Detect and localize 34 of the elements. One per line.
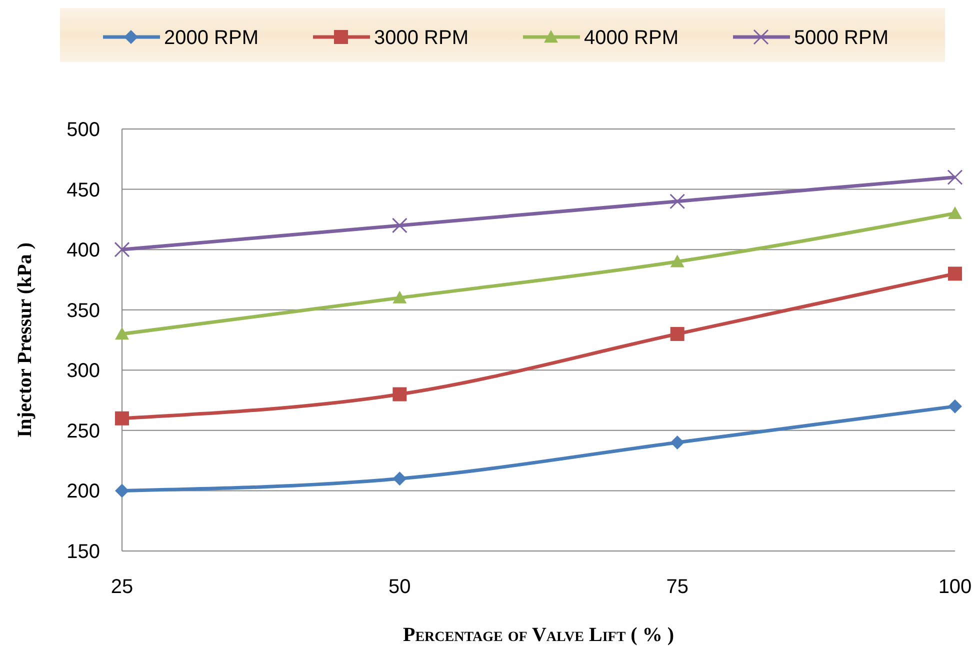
y-tick-label: 350 bbox=[66, 300, 100, 322]
y-tick-label: 150 bbox=[66, 541, 100, 563]
x-axis-title: Percentage of Valve Lift ( % ) bbox=[403, 624, 674, 646]
point bbox=[392, 290, 407, 304]
x-tick-label: 75 bbox=[666, 576, 688, 598]
point bbox=[948, 206, 962, 219]
legend-label: 3000 RPM bbox=[374, 27, 468, 49]
y-tick-label: 300 bbox=[66, 360, 100, 382]
point bbox=[115, 484, 129, 498]
x-tick-label: 100 bbox=[938, 576, 972, 598]
point bbox=[392, 218, 408, 234]
y-tick-label: 250 bbox=[66, 420, 100, 442]
point bbox=[392, 472, 407, 486]
point bbox=[670, 254, 684, 268]
y-tick-label: 400 bbox=[66, 240, 100, 262]
y-tick-label: 500 bbox=[66, 119, 100, 141]
point bbox=[947, 169, 963, 185]
x-tick-label: 25 bbox=[110, 576, 134, 598]
y-axis-title: Injector Pressur (kPa ) bbox=[14, 242, 36, 438]
point bbox=[392, 387, 407, 402]
point bbox=[115, 411, 129, 426]
point bbox=[670, 194, 686, 210]
point bbox=[948, 399, 962, 414]
y-tick-label: 200 bbox=[66, 480, 100, 503]
point bbox=[670, 435, 684, 450]
point bbox=[670, 326, 684, 341]
point bbox=[115, 326, 129, 340]
point bbox=[948, 266, 962, 281]
point bbox=[114, 242, 130, 258]
legend-label: 4000 RPM bbox=[584, 27, 678, 49]
x-tick-label: 50 bbox=[388, 576, 411, 598]
legend-label: 2000 RPM bbox=[164, 27, 258, 49]
y-tick-label: 450 bbox=[66, 179, 100, 202]
legend-label: 5000 RPM bbox=[794, 27, 888, 49]
